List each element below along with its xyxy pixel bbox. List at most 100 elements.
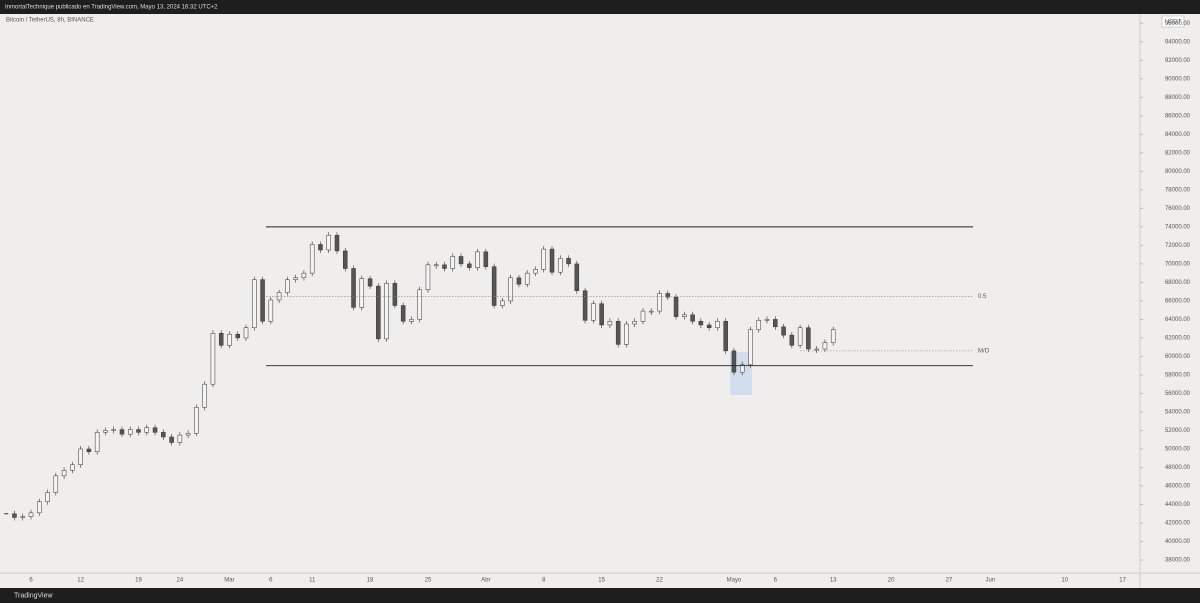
candle — [301, 272, 307, 279]
y-tick-label: 54000.00 — [1165, 410, 1191, 416]
candle — [425, 264, 431, 291]
y-tick-label: 96000.00 — [1165, 21, 1191, 27]
candle — [243, 327, 249, 339]
candle — [119, 429, 125, 435]
y-tick-label: 74000.00 — [1165, 224, 1191, 230]
bottom-bar — [0, 588, 1200, 603]
candle — [252, 279, 257, 328]
candle — [516, 277, 522, 285]
x-tick-label: 11 — [309, 578, 316, 584]
x-tick-label: 20 — [888, 578, 895, 584]
candle — [715, 321, 720, 328]
candle — [70, 464, 75, 471]
candle — [152, 427, 158, 433]
candle — [615, 321, 621, 345]
candle — [781, 326, 786, 336]
candle — [351, 268, 356, 308]
candle — [599, 303, 604, 326]
x-tick-label: 15 — [598, 578, 605, 584]
candle — [682, 314, 687, 317]
candle — [202, 383, 207, 408]
x-tick-label: 8 — [542, 578, 546, 584]
y-tick-label: 90000.00 — [1165, 76, 1191, 82]
y-tick-label: 88000.00 — [1165, 95, 1191, 101]
y-tick-label: 76000.00 — [1165, 206, 1191, 212]
currency-box[interactable] — [1161, 15, 1185, 28]
x-tick-label: 22 — [656, 578, 663, 584]
candle — [764, 319, 770, 321]
candle — [28, 512, 34, 517]
candle — [45, 492, 50, 502]
candle — [558, 258, 563, 273]
candle — [144, 427, 150, 433]
candle — [12, 513, 17, 518]
candle — [359, 278, 365, 308]
x-tick-label: Jun — [985, 578, 995, 584]
candle — [326, 234, 331, 251]
x-tick-label: Mayo — [727, 578, 742, 584]
y-tick-label: 46000.00 — [1165, 484, 1191, 490]
candle — [384, 283, 389, 340]
x-tick-label: 18 — [367, 578, 374, 584]
candle — [86, 448, 92, 453]
y-tick-label: 50000.00 — [1165, 447, 1191, 453]
candle — [161, 432, 166, 438]
level-label: 0.5 — [978, 294, 987, 300]
candle — [723, 321, 728, 352]
y-tick-label: 40000.00 — [1165, 539, 1191, 545]
candle — [773, 319, 778, 328]
candle — [260, 279, 265, 322]
candle — [533, 269, 538, 274]
x-tick-label: 10 — [1061, 578, 1068, 584]
y-tick-label: 66000.00 — [1165, 298, 1191, 304]
candle — [822, 342, 828, 350]
candle — [566, 258, 571, 265]
candle — [591, 303, 596, 321]
y-tick-label: 58000.00 — [1165, 373, 1191, 379]
x-tick-label: 19 — [135, 578, 142, 584]
candle — [376, 285, 381, 340]
candle — [830, 329, 836, 343]
candle — [210, 333, 216, 385]
candle — [574, 263, 580, 291]
brand: TradingView — [14, 592, 53, 599]
x-tick-label: 12 — [77, 578, 84, 584]
candle — [53, 475, 59, 493]
y-tick-label: 64000.00 — [1165, 317, 1191, 323]
candle — [640, 310, 646, 322]
candle — [235, 333, 240, 339]
candle — [367, 278, 373, 287]
candle — [756, 320, 762, 330]
candle — [508, 277, 513, 302]
candle — [103, 430, 108, 433]
candle — [789, 334, 795, 346]
candle — [293, 277, 298, 280]
candle — [467, 263, 472, 268]
candle — [218, 333, 224, 346]
y-tick-label: 52000.00 — [1165, 428, 1191, 434]
candle — [739, 364, 745, 373]
y-tick-label: 60000.00 — [1165, 354, 1191, 360]
candle — [491, 266, 497, 306]
y-tick-label: 78000.00 — [1165, 187, 1191, 193]
currency[interactable]: USDT — [1165, 20, 1182, 26]
candle — [607, 321, 613, 326]
candle — [797, 327, 803, 346]
candle — [343, 250, 348, 269]
candle — [450, 256, 456, 269]
x-tick-label: 6 — [774, 578, 778, 584]
x-tick-label: 24 — [177, 578, 184, 584]
top-bar — [0, 0, 1200, 14]
y-tick-label: 86000.00 — [1165, 113, 1191, 119]
candle — [690, 314, 695, 322]
candle — [127, 429, 133, 435]
candle — [541, 248, 546, 270]
x-tick-label: 27 — [946, 578, 953, 584]
candle — [698, 321, 704, 326]
x-tick-label: 6 — [29, 578, 33, 584]
candle — [806, 327, 811, 350]
candle — [475, 251, 480, 268]
candle — [194, 407, 199, 434]
candle — [111, 429, 116, 431]
